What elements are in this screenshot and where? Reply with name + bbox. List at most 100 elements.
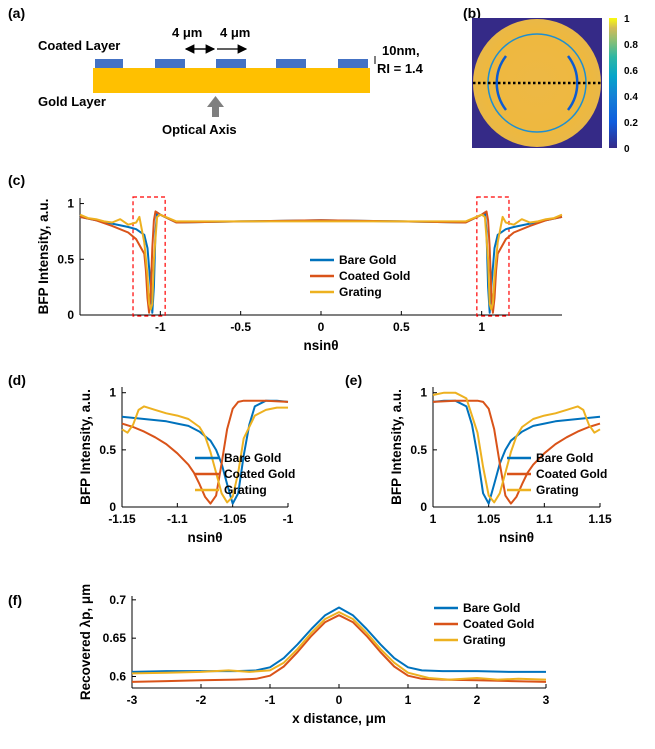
series-line-grating [432, 391, 601, 504]
panel-label-e: (e) [345, 372, 362, 388]
legend-label: Bare Gold [536, 451, 593, 465]
legend-label: Coated Gold [536, 467, 607, 481]
coating-block [338, 59, 368, 68]
gold-layer-bar [93, 68, 370, 93]
panel-label-a: (a) [8, 5, 25, 21]
coating-block [216, 59, 246, 68]
y-tick-label: 0.5 [99, 443, 116, 457]
series-line-grating [131, 611, 547, 681]
series-line-coated-gold [432, 399, 601, 505]
x-axis-label: nsinθ [187, 530, 222, 545]
legend-label: Grating [536, 483, 579, 497]
coating-block [276, 59, 306, 68]
y-axis-label: Recovered λp, μm [78, 584, 93, 700]
colorbar-tick: 0.6 [624, 66, 638, 77]
x-tick-label: 0.5 [393, 320, 410, 334]
legend: Bare Gold Coated Gold Grating [195, 451, 295, 497]
x-tick-label: -1.1 [167, 512, 188, 526]
x-tick-label: -1.05 [219, 512, 247, 526]
series-line-grating [121, 405, 288, 504]
y-tick-label: 0.5 [57, 252, 74, 266]
optical-axis-label: Optical Axis [162, 122, 237, 137]
x-axis-label: nsinθ [499, 530, 534, 545]
x-tick-label: 1.15 [588, 512, 612, 526]
x-axis-label: nsinθ [303, 338, 338, 353]
colorbar-tick: 0.4 [624, 92, 638, 103]
panel-label-b: (b) [463, 5, 481, 21]
bfp-image [472, 18, 602, 148]
thickness-label-1: 10nm, [382, 43, 420, 58]
x-tick-label: -0.5 [230, 320, 251, 334]
y-tick-label: 0 [67, 308, 74, 322]
series-line-bare-gold [432, 399, 601, 505]
legend-label: Coated Gold [463, 617, 534, 631]
colorbar-ticks: 1 0.8 0.6 0.4 0.2 0 [624, 14, 638, 155]
highlight-box [132, 196, 166, 317]
y-tick-label: 0.5 [410, 443, 427, 457]
series-line-bare-gold [121, 399, 289, 505]
period-label-left: 4 μm [172, 25, 202, 40]
thickness-label-2: RI = 1.4 [377, 61, 424, 76]
x-tick-label: -1 [283, 512, 294, 526]
coating-block [95, 59, 123, 68]
colorbar-tick: 1 [624, 14, 630, 25]
panel-label-f: (f) [8, 592, 22, 608]
x-tick-label: 1 [405, 693, 412, 707]
period-label-right: 4 μm [220, 25, 250, 40]
optical-axis-arrow [207, 96, 224, 117]
legend-label: Grating [463, 633, 506, 647]
legend-label: Grating [339, 285, 382, 299]
x-tick-label: 3 [543, 693, 550, 707]
y-tick-label: 0.7 [109, 593, 126, 607]
y-axis-label: BFP Intensity, a.u. [36, 199, 51, 315]
colorbar [609, 18, 617, 148]
coating-blocks [95, 59, 368, 68]
legend: Bare Gold Coated Gold Grating [310, 253, 410, 299]
x-tick-label: -1.15 [108, 512, 136, 526]
legend-label: Coated Gold [224, 467, 295, 481]
series-line-coated-gold [79, 210, 563, 314]
y-tick-label: 0 [420, 500, 427, 514]
x-tick-label: 1 [430, 512, 437, 526]
legend-label: Grating [224, 483, 267, 497]
colorbar-tick: 0.2 [624, 118, 638, 129]
y-tick-label: 1 [67, 197, 74, 211]
colorbar-tick: 0.8 [624, 40, 638, 51]
x-tick-label: -3 [127, 693, 138, 707]
highlight-box [476, 196, 510, 317]
x-tick-label: 0 [318, 320, 325, 334]
series-line-coated-gold [121, 399, 289, 505]
ring-arc-right [567, 55, 579, 111]
gold-layer-label: Gold Layer [38, 94, 106, 109]
x-tick-label: 1 [478, 320, 485, 334]
y-tick-label: 0.6 [109, 670, 126, 684]
x-tick-label: 1.1 [536, 512, 553, 526]
x-tick-label: -1 [155, 320, 166, 334]
y-axis-label: BFP Intensity, a.u. [78, 389, 93, 505]
legend: Bare Gold Coated Gold Grating [507, 451, 607, 497]
series-line-grating [79, 213, 563, 311]
chart-e: 1 1.05 1.1 1.15 0 0.5 1 nsinθ BFP Intensity, a.u… [389, 386, 612, 545]
y-axis-label: BFP Intensity, a.u. [389, 389, 404, 505]
x-tick-label: -1 [265, 693, 276, 707]
legend-label: Bare Gold [463, 601, 520, 615]
y-tick-label: 0.65 [103, 631, 127, 645]
x-tick-label: -2 [196, 693, 207, 707]
chart-c: -1 -0.5 0 0.5 1 0 0.5 1 nsinθ BFP Intensity, a.u.… [36, 196, 563, 353]
y-tick-label: 1 [420, 386, 427, 400]
bfp-disc [473, 19, 601, 147]
legend: Bare Gold Coated Gold Grating [434, 601, 534, 647]
coated-layer-label: Coated Layer [38, 38, 120, 53]
y-tick-label: 0 [109, 500, 116, 514]
legend-label: Bare Gold [339, 253, 396, 267]
chart-d: -1.15 -1.1 -1.05 -1 0 0.5 1 nsinθ BFP Intensity,… [78, 386, 295, 545]
y-tick-label: 1 [109, 386, 116, 400]
x-tick-label: 2 [474, 693, 481, 707]
panel-label-d: (d) [8, 372, 26, 388]
x-tick-label: 0 [336, 693, 343, 707]
coating-block [155, 59, 185, 68]
panel-label-c: (c) [8, 172, 25, 188]
x-tick-label: 1.05 [477, 512, 501, 526]
chart-f: -3 -2 -1 0 1 2 3 0.6 0.65 0.7 x distance, μm Recove… [78, 584, 550, 726]
